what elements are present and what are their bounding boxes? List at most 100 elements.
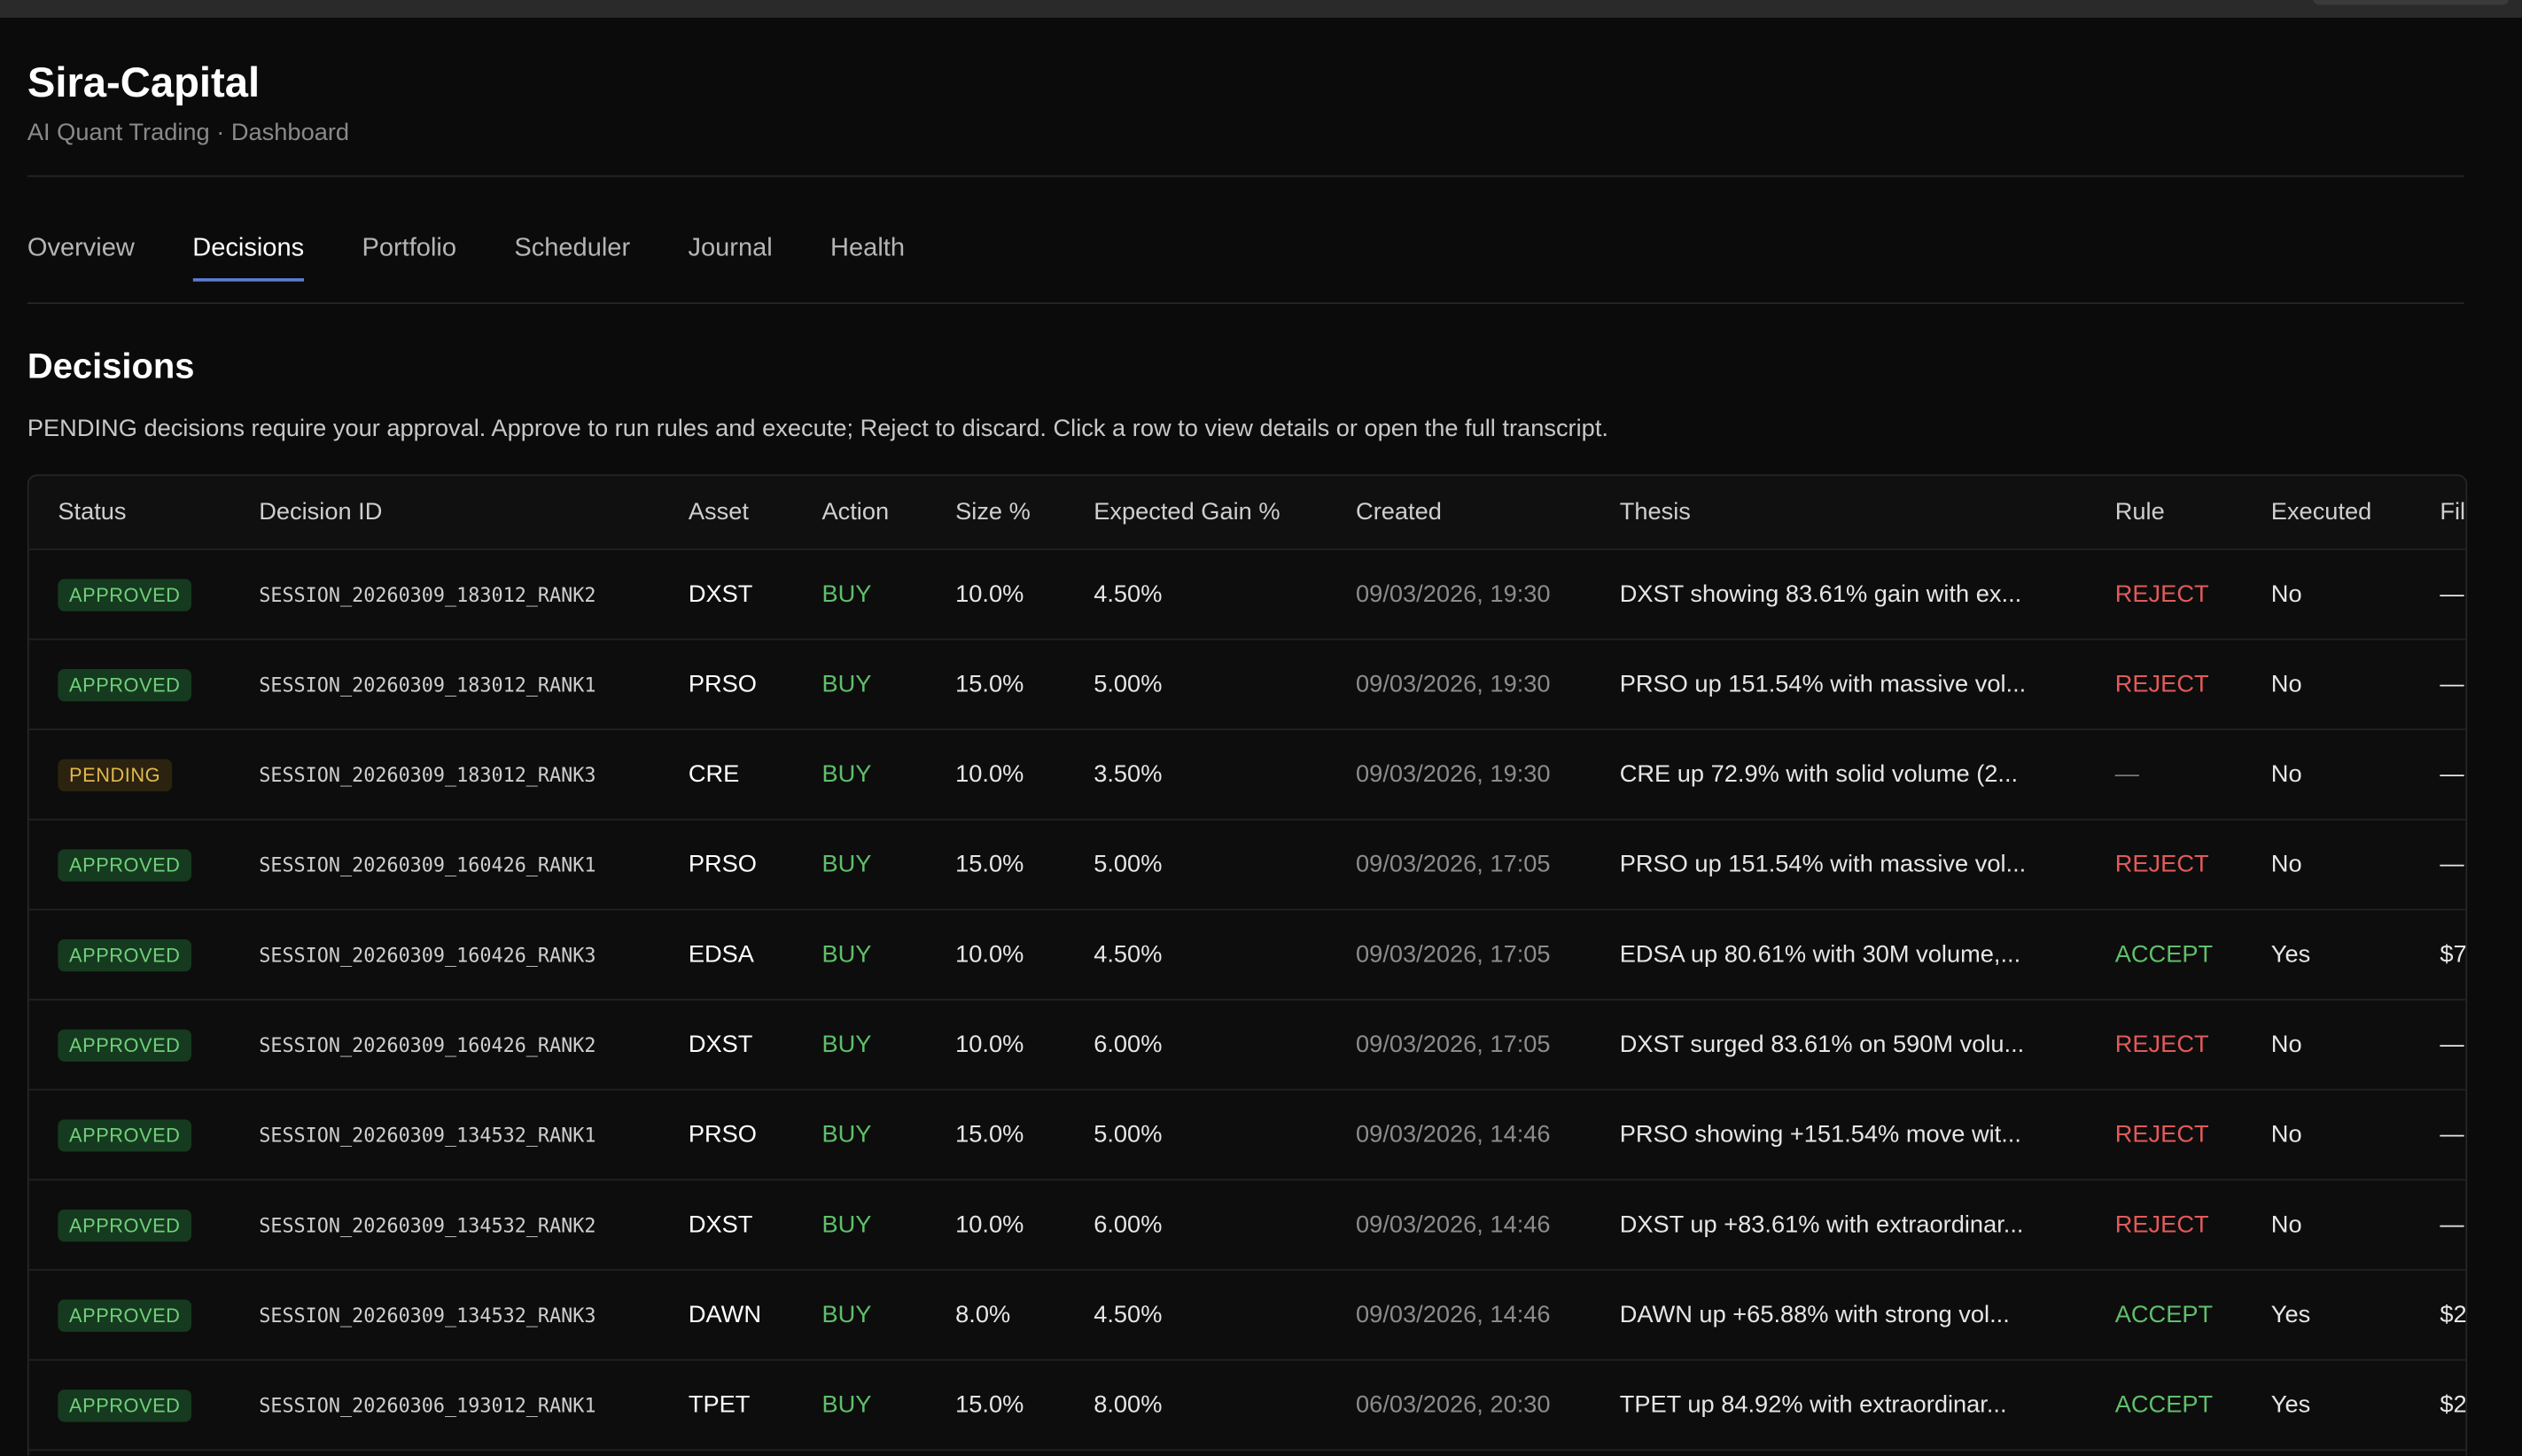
top-button[interactable] xyxy=(2312,0,2510,5)
cell: — xyxy=(2440,760,2465,788)
rule: REJECT xyxy=(2114,1121,2209,1148)
cell: No xyxy=(2271,1121,2440,1148)
tab[interactable]: Journal xyxy=(688,234,773,262)
divider xyxy=(27,175,2464,177)
cell: No xyxy=(2271,671,2440,698)
cell-text: 8.0% xyxy=(955,1301,1011,1329)
table-row[interactable]: APPROVED SESSION_20260309_134532_RANK2 DXS… xyxy=(28,1180,2466,1271)
cell: BUY xyxy=(821,671,955,698)
action: BUY xyxy=(821,670,872,698)
created: 09/03/2026, 17:05 xyxy=(1356,851,1551,878)
table-row[interactable]: APPROVED SESSION_20260306_193012_RANK1 TPE… xyxy=(28,1360,2465,1452)
table-row[interactable]: APPROVED SESSION_20260309_183012_RANK2 DXS… xyxy=(28,550,2466,641)
action: BUY xyxy=(821,1121,872,1148)
status-badge: APPROVED xyxy=(58,668,192,701)
cell-text: 15.0% xyxy=(955,851,1024,878)
tab[interactable]: Decisions xyxy=(192,235,305,282)
cell: BUY xyxy=(821,1031,955,1058)
tab[interactable]: Portfolio xyxy=(362,234,457,262)
column-header: Size % xyxy=(955,498,1031,526)
table-row[interactable]: APPROVED SESSION_20260309_160426_RANK3 EDS… xyxy=(28,910,2467,1001)
cell-text: 6.00% xyxy=(1094,1211,1163,1239)
decisions-table: Status Decision ID Asset Action Size % Expect… xyxy=(27,474,2468,1456)
tab[interactable]: Health xyxy=(830,234,905,262)
cell: 09/03/2026, 17:05 xyxy=(1356,941,1620,969)
cell: SESSION_20260309_134532_RANK1 xyxy=(259,1121,689,1148)
cell: SESSION_20260306_193012_RANK1 xyxy=(259,1391,689,1419)
cell: APPROVED xyxy=(58,668,259,701)
cell: — xyxy=(2440,670,2465,698)
cell-text: 4.50% xyxy=(1094,1301,1163,1329)
app-title: Sira-Capital xyxy=(27,58,261,106)
cell: 09/03/2026, 14:46 xyxy=(1356,1211,1620,1239)
cell: No xyxy=(2271,1031,2440,1058)
cell-text: DXST surged 83.61% on 590M volu... xyxy=(1619,1031,2025,1059)
cell: BUY xyxy=(821,1391,955,1419)
asset: DAWN xyxy=(688,1301,762,1329)
table-row[interactable]: APPROVED SESSION_20260309_183012_RANK1 PRS… xyxy=(28,640,2466,731)
cell-text: 10.0% xyxy=(955,940,1024,969)
status-badge: APPROVED xyxy=(58,578,192,611)
column-header: Asset xyxy=(688,498,749,526)
cell-text: — xyxy=(2440,670,2464,698)
tab[interactable]: Overview xyxy=(27,234,135,262)
tab[interactable]: Scheduler xyxy=(514,234,631,262)
cell-text: 5.00% xyxy=(1094,670,1163,698)
asset: CRE xyxy=(688,760,740,789)
cell-text: 5.00% xyxy=(1094,851,1163,878)
cell-text: — xyxy=(2440,1121,2464,1148)
cell: 5.00% xyxy=(1094,851,1356,878)
cell: 10.0% xyxy=(955,1211,1094,1239)
tab-bar: Overview Decisions Portfolio Scheduler Journ… xyxy=(27,234,905,282)
cell: BUY xyxy=(821,941,955,969)
cell: APPROVED xyxy=(58,938,259,971)
action: BUY xyxy=(821,940,872,969)
status-badge: APPROVED xyxy=(58,1028,192,1061)
cell: ACCEPT xyxy=(2115,1301,2271,1328)
cell: REJECT xyxy=(2115,851,2271,878)
section-title: Decisions xyxy=(27,346,195,386)
cell-text: 10.0% xyxy=(955,1031,1024,1059)
cell: REJECT xyxy=(2115,1031,2271,1058)
cell: 09/03/2026, 19:30 xyxy=(1356,580,1620,608)
divider xyxy=(27,302,2464,305)
cell-text: 4.50% xyxy=(1094,940,1163,969)
cell: REJECT xyxy=(2115,580,2271,608)
cell: SESSION_20260309_183012_RANK2 xyxy=(259,580,689,608)
rule: REJECT xyxy=(2114,670,2209,698)
created: 09/03/2026, 19:30 xyxy=(1356,760,1551,789)
cell: Yes xyxy=(2271,941,2440,969)
cell: APPROVED xyxy=(58,1298,259,1331)
created: 09/03/2026, 14:46 xyxy=(1356,1211,1551,1239)
browser-bar xyxy=(0,0,2522,18)
decision-id: SESSION_20260309_134532_RANK1 xyxy=(259,1124,596,1148)
table-row[interactable]: APPROVED SESSION_20260309_134532_RANK1 PRS… xyxy=(28,1091,2466,1181)
table-row[interactable]: APPROVED SESSION_20260309_134532_RANK3 DAW… xyxy=(28,1271,2467,1361)
cell: PENDING xyxy=(58,758,259,791)
action: BUY xyxy=(821,760,872,789)
cell: APPROVED xyxy=(58,1389,259,1421)
cell: DXST showing 83.61% gain with ex... xyxy=(1620,580,2115,608)
cell: 8.00% xyxy=(1094,1391,1356,1419)
rule: REJECT xyxy=(2114,851,2209,878)
cell: PRSO up 151.54% with massive vol... xyxy=(1620,851,2115,878)
table-row[interactable]: APPROVED SESSION_20260309_160426_RANK1 PRS… xyxy=(28,821,2466,911)
column-header: Status xyxy=(58,498,127,526)
cell-text: PRSO up 151.54% with massive vol... xyxy=(1619,670,2027,698)
cell: SESSION_20260309_160426_RANK1 xyxy=(259,851,689,878)
cell-text: EDSA up 80.61% with 30M volume,... xyxy=(1619,940,2021,969)
action: BUY xyxy=(821,1301,872,1329)
cell: — xyxy=(2440,1211,2465,1239)
asset: DXST xyxy=(688,1211,753,1239)
cell: — xyxy=(2440,1031,2465,1058)
cell-text: $7 xyxy=(2440,940,2467,969)
cell: APPROVED xyxy=(58,578,259,611)
cell: TPET xyxy=(689,1391,822,1419)
table-row[interactable]: APPROVED SESSION_20260309_160426_RANK2 DXS… xyxy=(28,1001,2466,1091)
cell-text: 4.50% xyxy=(1094,580,1163,609)
cell: REJECT xyxy=(2115,1211,2271,1239)
cell-text: $2 xyxy=(2440,1301,2467,1329)
cell: DXST xyxy=(689,1211,822,1239)
table-row[interactable]: PENDING SESSION_20260309_183012_RANK3 CRE B… xyxy=(28,730,2466,821)
